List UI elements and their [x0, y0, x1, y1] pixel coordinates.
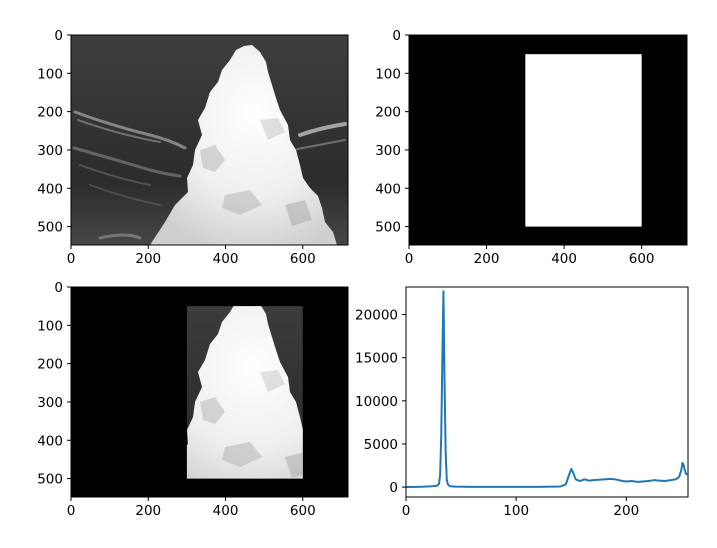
- mask-rectangle: [525, 54, 642, 227]
- y-tick-label: 0: [54, 28, 63, 44]
- y-tick-label: 200: [37, 105, 63, 121]
- x-tick-label: 400: [213, 251, 239, 267]
- y-tick-label: 400: [375, 181, 401, 197]
- y-tick-label: 15000: [355, 351, 398, 367]
- panel-masked-image: [70, 286, 349, 498]
- y-tick-label: 5000: [364, 437, 398, 453]
- x-tick-label: 200: [613, 503, 639, 519]
- y-tick-label: 0: [54, 280, 63, 296]
- panel-original-image: [70, 34, 349, 246]
- x-tick-label: 600: [290, 503, 316, 519]
- panel-histogram: [405, 286, 689, 498]
- cloud-streaks: [72, 110, 347, 240]
- x-tick-label: 600: [629, 251, 655, 267]
- x-tick-label: 200: [135, 251, 161, 267]
- axes-frame: [405, 286, 689, 498]
- y-tick-label: 200: [375, 105, 401, 121]
- axes-frame: [408, 34, 688, 246]
- y-tick-label: 300: [37, 395, 63, 411]
- panel-mask: [408, 34, 688, 246]
- y-tick-label: 300: [37, 143, 63, 159]
- x-tick-label: 200: [474, 251, 500, 267]
- histogram-line: [406, 290, 688, 488]
- x-tick-label: 600: [290, 251, 316, 267]
- y-tick-label: 200: [37, 357, 63, 373]
- y-tick-label: 400: [37, 433, 63, 449]
- y-tick-label: 10000: [355, 394, 398, 410]
- x-tick-label: 0: [405, 251, 414, 267]
- y-tick-label: 500: [37, 220, 63, 236]
- x-tick-label: 400: [551, 251, 577, 267]
- x-tick-label: 0: [67, 503, 76, 519]
- axes-frame: [70, 286, 349, 498]
- y-tick-label: 0: [389, 480, 398, 496]
- y-tick-label: 100: [37, 66, 63, 82]
- x-tick-label: 0: [67, 251, 76, 267]
- y-tick-label: 300: [375, 143, 401, 159]
- y-tick-label: 500: [375, 220, 401, 236]
- y-tick-label: 0: [392, 28, 401, 44]
- y-tick-label: 400: [37, 181, 63, 197]
- x-tick-label: 400: [213, 503, 239, 519]
- y-tick-label: 100: [375, 66, 401, 82]
- y-tick-label: 100: [37, 318, 63, 334]
- x-tick-label: 0: [402, 503, 411, 519]
- x-tick-label: 100: [503, 503, 529, 519]
- y-tick-label: 20000: [355, 308, 398, 324]
- y-tick-label: 500: [37, 472, 63, 488]
- x-tick-label: 200: [135, 503, 161, 519]
- axes-frame: [70, 34, 349, 246]
